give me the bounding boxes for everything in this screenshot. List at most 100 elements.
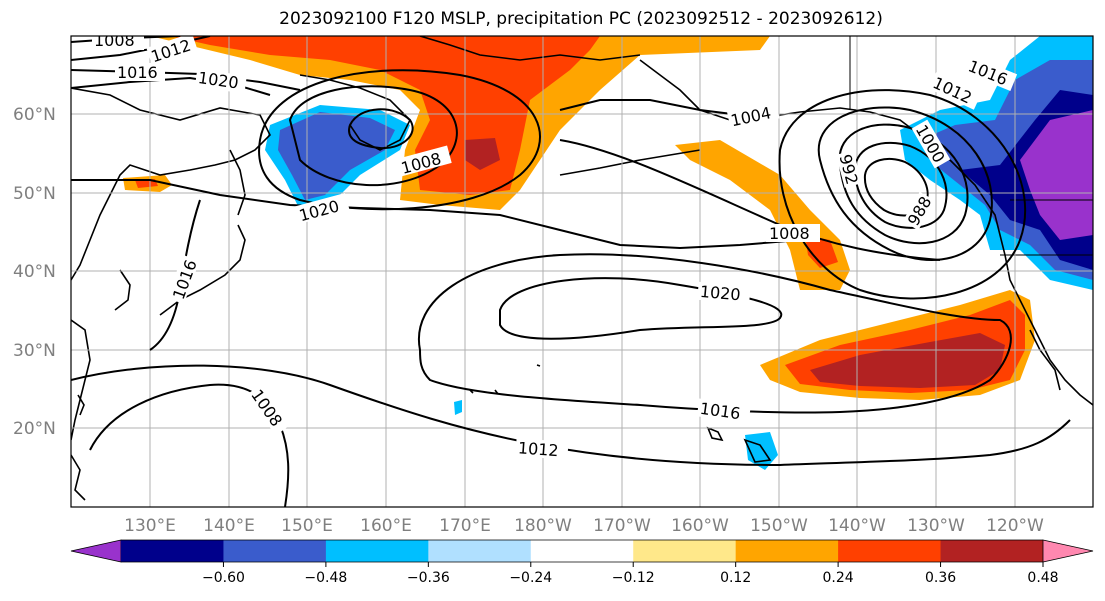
lon-label-160w: 160°W (671, 516, 729, 536)
colorbar-segment (838, 540, 942, 562)
coast-hawaii (706, 426, 772, 463)
colorbar-ticks: −0.60 −0.48 −0.36 −0.24 −0.12 0.12 0.24 0.36 0.4… (202, 562, 1059, 586)
coast-philippines (71, 454, 86, 501)
colorbar-tick-label: 0.24 (823, 570, 854, 586)
isobar-low-3 (853, 141, 948, 229)
colorbar-segment (223, 540, 327, 562)
contour-label-bg (396, 145, 452, 177)
contour-label-bg (696, 398, 751, 424)
coast-korea (114, 269, 131, 311)
lat-label-30n: 30°N (13, 341, 56, 361)
precip-gulf-alaska (675, 140, 850, 290)
colorbar-tick-label: −0.48 (304, 570, 347, 586)
colorbar-segment (428, 540, 532, 562)
isobar-nw-1020 (71, 76, 271, 96)
isobar-trop-1012 (71, 364, 1071, 467)
lat-label-40n: 40°N (13, 262, 56, 282)
map-frame (70, 35, 1094, 508)
precip-shading (123, 36, 1093, 470)
contour-label-bg (294, 193, 350, 224)
isobar-mid-1008 (559, 139, 941, 261)
colorbar-segment (735, 540, 839, 562)
contour-label-bg (115, 63, 165, 81)
colorbar-segment (121, 540, 224, 562)
coast-aleutians (559, 149, 701, 176)
contour-label-1012-trop: 1012 (517, 438, 559, 460)
lon-label-150e: 150°E (281, 516, 333, 536)
isobars (71, 36, 1071, 507)
contour-label-bg (726, 100, 780, 129)
contour-labels: 1008 1012 1016 1020 1008 1020 1016 1008 (92, 31, 1018, 460)
contour-label-bg (515, 438, 569, 460)
contour-label-1020-high: 1020 (699, 282, 741, 304)
colorbar-segment (530, 540, 634, 562)
lon-label-140e: 140°E (203, 516, 255, 536)
colorbar-segment (940, 540, 1044, 562)
precip-negative-nwamerica-purple (1020, 110, 1093, 240)
isobar-low-outer (817, 106, 993, 261)
isobar-bering-low (288, 85, 458, 187)
coast-chukotka (419, 36, 641, 61)
precip-max-north (465, 138, 500, 170)
colorbar: −0.60 −0.48 −0.36 −0.24 −0.12 0.12 0.24 0.36 0.4… (70, 539, 1094, 586)
lon-label-120w: 120°W (986, 516, 1044, 536)
precip-hawaii-small (454, 400, 462, 415)
contour-label-1008-gulf: 1008 (769, 224, 810, 243)
colorbar-segments (70, 539, 1094, 563)
colorbar-tick-label: −0.12 (612, 570, 655, 586)
colorbar-segment (633, 540, 737, 562)
lon-label-180w: 180°W (514, 516, 572, 536)
latitude-axis: 60°N 50°N 40°N 30°N 20°N (13, 105, 56, 439)
graticule (71, 36, 1093, 507)
coast-canada-us (984, 199, 1093, 406)
contour-label-bg (928, 72, 982, 110)
contour-label-bg (697, 281, 751, 305)
contour-label-1016-nw: 1016 (117, 63, 158, 82)
isobar-high-1020 (499, 277, 783, 340)
lon-label-140w: 140°W (828, 516, 886, 536)
coast-baja (1029, 329, 1061, 391)
contour-label-bg (92, 36, 144, 50)
colorbar-tick-label: 0.48 (1027, 570, 1058, 586)
contour-label-bg (964, 55, 1018, 92)
contour-label-bg (911, 119, 951, 169)
lon-label-170e: 170°E (439, 516, 491, 536)
lon-label-160e: 160°E (360, 516, 412, 536)
coast-taiwan (77, 394, 85, 416)
contour-label-bg (835, 150, 863, 188)
precip-gulf-alaska-strong (805, 235, 838, 268)
lat-label-20n: 20°N (13, 419, 56, 439)
isobar-low-outermost (778, 89, 1027, 300)
colorbar-extend-high (1042, 539, 1094, 563)
isobar-bering-outer (258, 69, 541, 211)
lon-label-130e: 130°E (124, 516, 176, 536)
precip-subtropical-max (810, 333, 1005, 388)
contour-label-bg (902, 191, 936, 231)
colorbar-tick-label: 0.12 (720, 570, 751, 586)
isobar-bering-inner (348, 108, 414, 150)
coast-china (71, 319, 91, 441)
colorbar-extend-low (70, 539, 122, 563)
colorbar-tick-label: −0.36 (407, 570, 450, 586)
isobar-aleut-1020 (71, 179, 801, 250)
colorbar-tick-label: 0.36 (925, 570, 956, 586)
contour-label-bg (146, 36, 198, 65)
lon-label-170w: 170°W (593, 516, 651, 536)
contour-label-bg (166, 254, 200, 305)
longitude-axis: 130°E 140°E 150°E 160°E 170°E 180°W 170°… (124, 516, 1044, 536)
isobar-alaska-1004 (559, 99, 741, 116)
colorbar-segment (325, 540, 429, 562)
colorbar-tick-label: −0.24 (509, 570, 552, 586)
lat-label-50n: 50°N (13, 184, 56, 204)
contour-label-bg (766, 224, 820, 242)
colorbar-tick-label: −0.60 (202, 570, 245, 586)
coast-sakhalin (229, 149, 246, 216)
isobar-low-2 (838, 123, 969, 245)
contour-label-1008-nw: 1008 (94, 31, 135, 50)
isobar-sub-1016 (417, 253, 1012, 414)
figure-title: 2023092100 F120 MSLP, precipitation PC (… (279, 9, 883, 29)
coast-alaska (639, 59, 986, 201)
contour-label-bg (194, 68, 247, 94)
